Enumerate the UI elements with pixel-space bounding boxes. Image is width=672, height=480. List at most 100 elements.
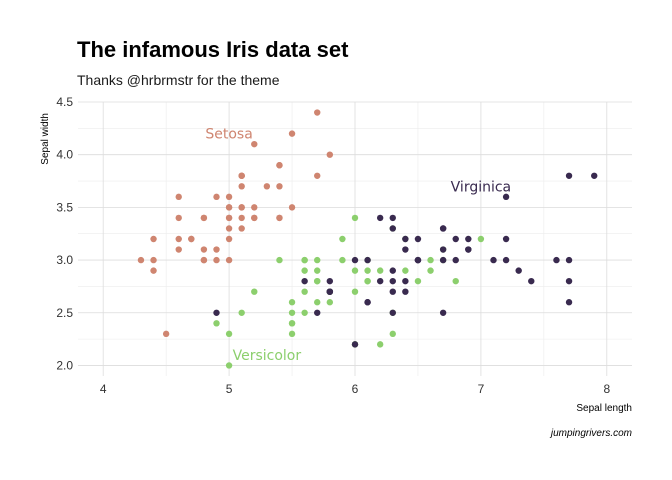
point-setosa	[188, 235, 195, 243]
point-setosa	[200, 246, 208, 253]
point-virginica	[389, 225, 396, 232]
point-setosa	[288, 130, 296, 137]
point-setosa	[314, 109, 321, 116]
point-versicolor	[339, 256, 346, 264]
gridlines	[78, 101, 632, 376]
point-versicolor	[376, 341, 384, 348]
point-virginica	[376, 214, 384, 222]
point-virginica	[389, 214, 396, 222]
point-setosa	[225, 214, 233, 222]
point-versicolor	[288, 330, 296, 338]
point-setosa	[238, 172, 245, 179]
point-setosa	[175, 235, 182, 243]
point-virginica	[528, 277, 535, 285]
point-versicolor	[225, 362, 233, 369]
y-axis-title: Sepal width	[40, 113, 51, 165]
chart-caption: jumpingrivers.com	[549, 428, 632, 439]
point-setosa	[276, 183, 283, 190]
point-virginica	[502, 193, 510, 201]
point-versicolor	[301, 256, 308, 264]
point-versicolor	[251, 288, 258, 295]
x-tick-label: 5	[226, 382, 233, 396]
point-versicolor	[288, 320, 296, 327]
point-virginica	[402, 288, 409, 295]
point-versicolor	[414, 277, 422, 285]
point-virginica	[364, 256, 371, 264]
point-versicolor	[314, 267, 321, 274]
y-tick-label: 3.5	[56, 200, 73, 214]
point-virginica	[452, 235, 459, 243]
y-tick-label: 4.0	[56, 148, 73, 162]
point-versicolor	[225, 330, 233, 338]
point-virginica	[502, 235, 510, 243]
point-virginica	[565, 256, 573, 264]
point-versicolor	[314, 277, 321, 285]
point-virginica	[402, 277, 409, 285]
point-setosa	[251, 204, 258, 211]
point-virginica	[376, 277, 384, 285]
point-versicolor	[326, 299, 334, 306]
point-versicolor	[288, 309, 296, 316]
point-setosa	[150, 267, 157, 274]
point-virginica	[553, 256, 560, 264]
x-tick-label: 6	[352, 382, 359, 396]
point-setosa	[175, 193, 182, 201]
point-setosa	[213, 256, 220, 264]
point-setosa	[276, 162, 283, 169]
point-setosa	[225, 193, 233, 201]
point-virginica	[389, 288, 396, 295]
point-virginica	[452, 256, 459, 264]
point-virginica	[326, 288, 334, 295]
point-setosa	[238, 204, 245, 211]
point-virginica	[565, 277, 573, 285]
point-setosa	[314, 172, 321, 179]
point-virginica	[465, 246, 472, 253]
point-setosa	[200, 214, 208, 222]
point-versicolor	[301, 288, 308, 295]
point-virginica	[565, 299, 573, 306]
point-setosa	[175, 214, 182, 222]
point-versicolor	[402, 267, 409, 274]
point-virginica	[402, 246, 409, 253]
series-labels: Setosa Versicolor Virginica	[205, 127, 511, 364]
point-setosa	[213, 193, 220, 201]
point-versicolor	[301, 309, 308, 316]
x-tick-label: 4	[100, 382, 107, 396]
point-versicolor	[351, 288, 359, 295]
point-versicolor	[288, 299, 296, 306]
point-setosa	[225, 204, 233, 211]
point-virginica	[213, 309, 220, 316]
point-setosa	[225, 235, 233, 243]
point-versicolor	[238, 309, 245, 316]
point-virginica	[402, 235, 409, 243]
point-virginica	[591, 172, 598, 179]
point-versicolor	[427, 256, 434, 264]
point-versicolor	[376, 267, 384, 274]
x-tick-label: 7	[478, 382, 485, 396]
point-versicolor	[276, 256, 283, 264]
point-setosa	[162, 330, 170, 338]
point-versicolor	[339, 235, 346, 243]
point-virginica	[414, 235, 422, 243]
point-virginica	[565, 172, 573, 179]
point-versicolor	[351, 267, 359, 274]
y-tick-label: 3.0	[56, 253, 73, 267]
point-setosa	[238, 225, 245, 232]
point-versicolor	[301, 267, 308, 274]
y-tick-label: 4.5	[56, 95, 73, 109]
point-virginica	[351, 256, 359, 264]
point-versicolor	[364, 277, 371, 285]
point-setosa	[288, 204, 296, 211]
point-setosa	[175, 246, 182, 253]
point-virginica	[389, 309, 396, 316]
point-setosa	[200, 256, 208, 264]
point-setosa	[238, 183, 245, 190]
point-setosa	[225, 225, 233, 232]
point-setosa	[225, 256, 233, 264]
point-virginica	[502, 256, 510, 264]
point-setosa	[326, 151, 334, 158]
point-setosa	[137, 256, 145, 264]
y-axis-ticks: 2.0 2.5 3.0 3.5 4.0 4.5	[56, 95, 73, 372]
series-label-virginica: Virginica	[451, 179, 511, 195]
